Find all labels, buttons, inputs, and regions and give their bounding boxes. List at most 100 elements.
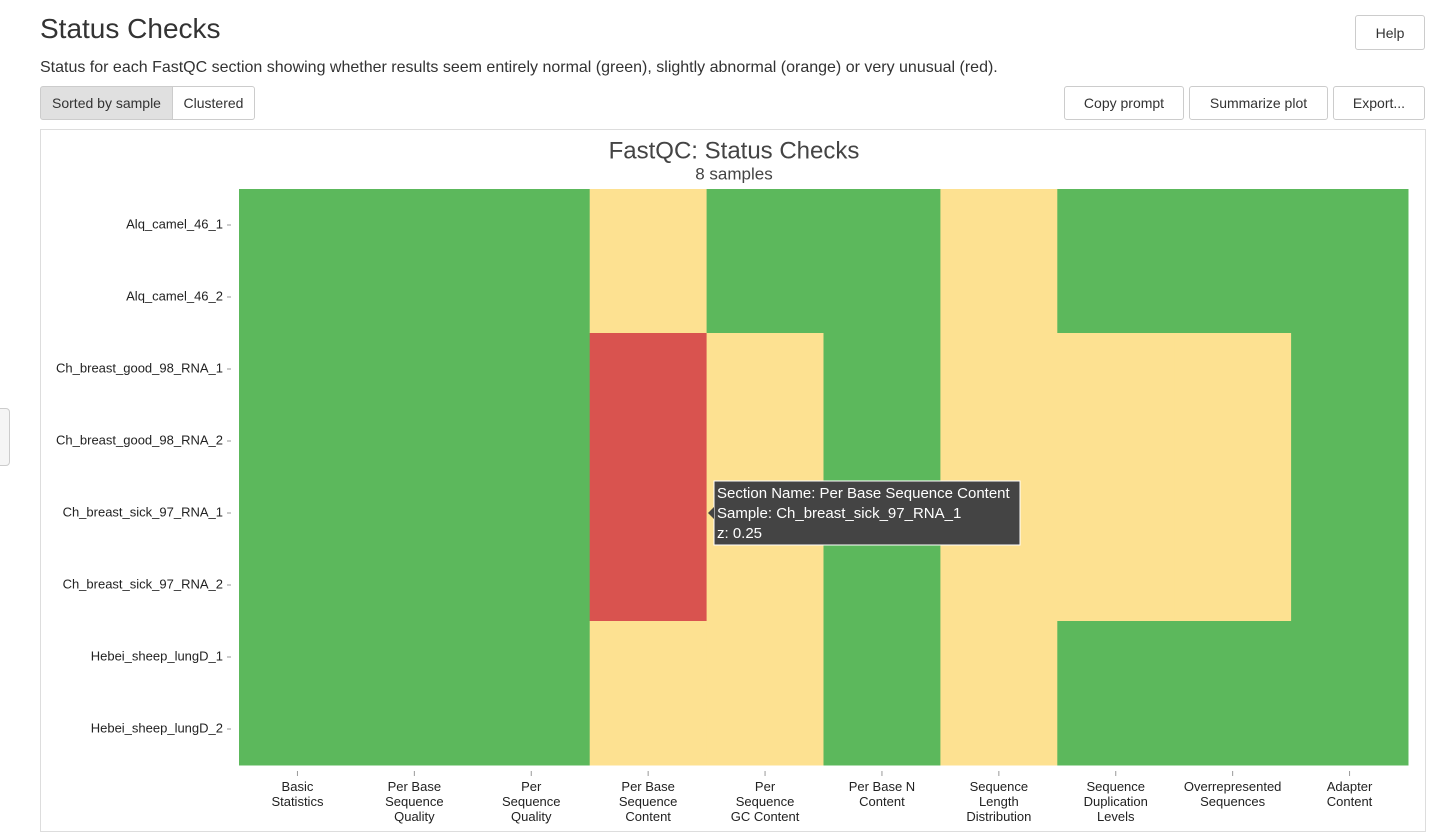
heatmap-cell: [1174, 549, 1292, 622]
tooltip-pointer: [708, 507, 714, 519]
heatmap-cell: [1057, 189, 1175, 262]
y-tick-label: Alq_camel_46_1: [126, 216, 223, 231]
heatmap-cell: [1174, 261, 1292, 334]
chart: FastQC: Status Checks 8 samples Alq_came…: [40, 129, 1426, 832]
heatmap-cell: [1057, 261, 1175, 334]
x-tick-label: Per Base N Content: [849, 779, 915, 809]
heatmap-cell: [1291, 189, 1409, 262]
heatmap-cell: [589, 549, 708, 622]
heatmap-cell: [589, 189, 708, 262]
heatmap-cell: [706, 621, 824, 694]
x-tick-label: Per Sequence GC Content: [731, 779, 800, 824]
heatmap-cell: [940, 693, 1058, 766]
left-tab[interactable]: [0, 408, 10, 466]
heatmap-cell: [1174, 621, 1292, 694]
sort-button[interactable]: Sorted by sample: [40, 86, 173, 120]
tooltip-line: Section Name: Per Base Sequence Content: [717, 485, 1011, 502]
heatmap-cell: [589, 261, 708, 334]
heatmap-cell: [1291, 405, 1409, 478]
heatmap-cell: [1174, 405, 1292, 478]
heatmap-cell: [239, 549, 357, 622]
x-tick-label: Per Base Sequence Quality: [385, 779, 444, 824]
x-tick-label: Per Base Sequence Content: [619, 779, 678, 824]
action-button[interactable]: Summarize plot: [1189, 86, 1328, 120]
x-tick-label: Sequence Length Distribution: [966, 779, 1031, 824]
tooltip-line: Sample: Ch_breast_sick_97_RNA_1: [717, 505, 961, 522]
heatmap-cell: [823, 405, 941, 478]
heatmap-cell: [940, 549, 1058, 622]
heatmap-cell: [472, 405, 591, 478]
heatmap-cell: [239, 333, 357, 406]
chart-subtitle: 8 samples: [695, 164, 772, 183]
y-tick-label: Ch_breast_sick_97_RNA_1: [63, 504, 223, 519]
heatmap-cell: [239, 477, 357, 550]
heatmap-cell: [472, 477, 591, 550]
heatmap-cell: [239, 405, 357, 478]
heatmap-cell: [1057, 621, 1175, 694]
heatmap-cell: [1057, 477, 1175, 550]
heatmap-cell: [1057, 549, 1175, 622]
heatmap-cell: [823, 261, 941, 334]
heatmap-cell: [1291, 621, 1409, 694]
heatmap-cell: [1291, 261, 1409, 334]
heatmap-cell: [589, 693, 708, 766]
x-tick-label: Per Sequence Quality: [502, 779, 561, 824]
heatmap-cell: [472, 333, 591, 406]
heatmap-cell: [239, 693, 357, 766]
action-button[interactable]: Export...: [1333, 86, 1425, 120]
heatmap-cell: [706, 189, 824, 262]
heatmap-cell: [239, 261, 357, 334]
heatmap-cell: [1291, 477, 1409, 550]
heatmap-cell: [1057, 333, 1175, 406]
heatmap-cell: [706, 405, 824, 478]
heatmap-cell: [355, 693, 474, 766]
heatmap-cell: [940, 405, 1058, 478]
x-tick-label: Sequence Duplication Levels: [1084, 779, 1148, 824]
sort-button[interactable]: Clustered: [172, 86, 255, 120]
y-tick-label: Hebei_sheep_lungD_2: [91, 720, 223, 735]
heatmap-cell: [355, 477, 474, 550]
heatmap-cell: [239, 621, 357, 694]
page-title: Status Checks: [40, 13, 221, 44]
heatmap-cell: [589, 477, 708, 550]
heatmap-cell: [355, 549, 474, 622]
heatmap-cell: [1174, 693, 1292, 766]
heatmap-cell: [1057, 693, 1175, 766]
help-button[interactable]: Help: [1355, 15, 1425, 50]
heatmap-cell: [472, 693, 591, 766]
heatmap-cell: [1174, 333, 1292, 406]
heatmap-cell: [1174, 477, 1292, 550]
heatmap-cell: [472, 621, 591, 694]
heatmap-cell: [706, 333, 824, 406]
heatmap-cell: [1291, 549, 1409, 622]
heatmap-cell: [823, 621, 941, 694]
heatmap-cell: [355, 333, 474, 406]
y-tick-label: Alq_camel_46_2: [126, 288, 223, 303]
heatmap-cell: [706, 261, 824, 334]
heatmap-cell: [239, 189, 357, 262]
heatmap-cell: [589, 333, 708, 406]
heatmap-cell: [1291, 333, 1409, 406]
heatmap-cell: [355, 405, 474, 478]
description: Status for each FastQC section showing w…: [40, 59, 998, 76]
y-tick-label: Ch_breast_good_98_RNA_2: [56, 432, 223, 447]
heatmap-cell: [940, 189, 1058, 262]
heatmap-cell: [706, 693, 824, 766]
x-tick-label: Basic Statistics: [271, 779, 324, 809]
heatmap-cell: [589, 405, 708, 478]
action-button[interactable]: Copy prompt: [1064, 86, 1184, 120]
heatmap-cell: [472, 549, 591, 622]
tooltip-box: [713, 480, 1021, 546]
y-tick-label: Ch_breast_good_98_RNA_1: [56, 360, 223, 375]
heatmap-cell: [1057, 405, 1175, 478]
chart-title: FastQC: Status Checks: [609, 137, 860, 164]
y-tick-label: Hebei_sheep_lungD_1: [91, 648, 223, 663]
heatmap-cell: [1174, 189, 1292, 262]
heatmap-cell: [823, 189, 941, 262]
heatmap-cell: [355, 621, 474, 694]
heatmap-cell: [823, 693, 941, 766]
heatmap-cell: [940, 261, 1058, 334]
heatmap-cell: [355, 261, 474, 334]
heatmap-cell: [940, 621, 1058, 694]
